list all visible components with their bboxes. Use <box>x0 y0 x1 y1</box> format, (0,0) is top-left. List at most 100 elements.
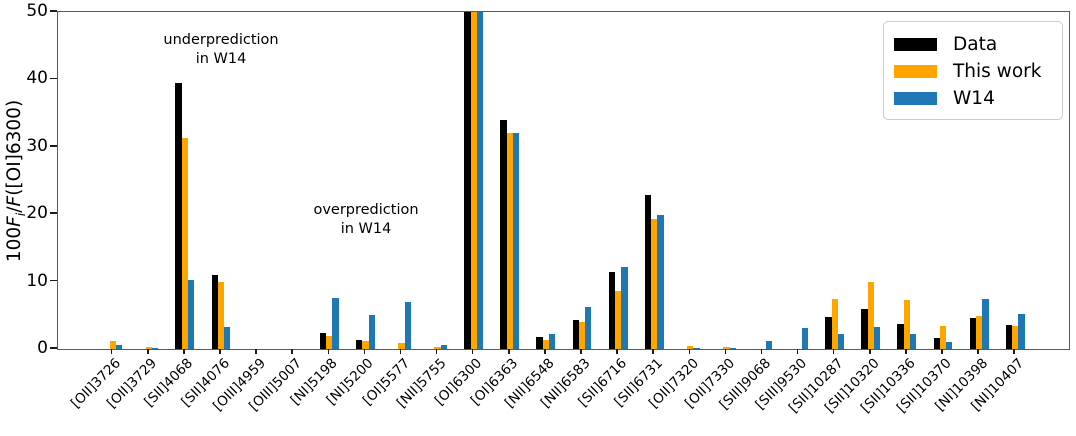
bar-this-work <box>217 281 225 349</box>
bar-w14 <box>224 326 231 349</box>
bar-w14 <box>657 214 664 349</box>
bar-this-work <box>362 340 369 349</box>
y-tick-label: 10 <box>26 270 48 291</box>
bar-data <box>861 308 868 349</box>
y-tick-mark <box>50 145 57 147</box>
x-tick-mark <box>688 349 691 354</box>
bar-this-work <box>831 299 838 349</box>
bar-w14 <box>873 327 881 349</box>
bar-w14 <box>115 345 123 349</box>
bar-this-work <box>723 346 730 349</box>
x-tick-mark <box>544 349 546 354</box>
y-tick-mark <box>50 212 57 214</box>
x-tick-mark <box>219 349 221 354</box>
y-tick-mark <box>50 77 57 80</box>
bar-w14 <box>621 267 628 349</box>
bar-this-work <box>434 346 441 349</box>
x-tick-mark <box>869 349 871 354</box>
bar-this-work <box>470 12 477 349</box>
bar-data <box>825 317 832 349</box>
legend-label: This work <box>953 61 1042 82</box>
bar-w14 <box>512 133 520 349</box>
x-tick-mark <box>796 349 799 354</box>
x-tick-mark <box>616 349 618 354</box>
bar-data <box>933 338 940 349</box>
bar-w14 <box>765 340 772 349</box>
bar-w14 <box>440 344 448 349</box>
y-tick-mark <box>50 279 57 282</box>
x-tick-mark <box>327 349 330 354</box>
bar-this-work <box>542 339 550 349</box>
bar-this-work <box>867 281 874 349</box>
x-tick-mark <box>508 349 510 354</box>
bar-data <box>608 271 615 349</box>
x-tick-mark <box>977 349 979 354</box>
bar-this-work <box>687 346 694 349</box>
x-tick-mark <box>724 349 727 354</box>
bar-data <box>1005 325 1013 349</box>
bar-w14 <box>585 306 592 349</box>
annotation-underprediction: underprediction in W14 <box>163 32 279 67</box>
bar-w14 <box>549 334 556 349</box>
legend-item-this-work: This work <box>894 58 1062 85</box>
bar-w14 <box>368 315 375 349</box>
bar-this-work <box>145 346 152 349</box>
legend-swatch <box>894 65 937 78</box>
legend-item-data: Data <box>894 31 1062 58</box>
bar-w14 <box>729 347 736 349</box>
bar-data <box>897 324 904 349</box>
y-axis-label: 100Fi/F([OI]6300) <box>4 99 28 263</box>
y-tick-label: 0 <box>37 338 48 358</box>
x-tick-mark <box>471 349 474 354</box>
bar-data <box>211 274 218 349</box>
x-tick-mark <box>435 349 438 354</box>
x-tick-mark <box>147 349 149 354</box>
x-tick-mark <box>363 349 366 354</box>
y-tick-label: 40 <box>26 68 48 89</box>
legend-item-w14: W14 <box>894 85 1062 112</box>
bar-w14 <box>1018 313 1025 349</box>
legend-swatch <box>894 92 937 105</box>
bar-this-work <box>975 315 983 349</box>
bar-data <box>355 340 363 349</box>
bar-this-work <box>109 340 116 349</box>
bar-w14 <box>693 347 700 349</box>
bar-this-work <box>326 335 333 349</box>
bar-w14 <box>476 12 484 349</box>
legend-swatch <box>894 38 937 51</box>
x-tick-mark <box>255 349 257 354</box>
x-tick-mark <box>941 349 943 354</box>
x-tick-mark <box>183 349 185 354</box>
bar-this-work <box>903 300 911 349</box>
bar-w14 <box>404 301 411 349</box>
bar-this-work <box>181 138 189 349</box>
bar-data <box>969 318 976 349</box>
y-tick-label: 20 <box>26 203 48 224</box>
annotation-overprediction: overprediction in W14 <box>313 202 419 237</box>
bar-this-work <box>1012 326 1019 349</box>
legend-label: W14 <box>953 88 995 109</box>
bar-w14 <box>837 333 845 349</box>
bar-w14 <box>910 333 917 349</box>
y-tick-label: 30 <box>26 135 48 156</box>
bar-this-work <box>651 218 658 349</box>
bar-w14 <box>982 299 989 349</box>
y-tick-mark <box>50 347 57 349</box>
x-tick-mark <box>905 349 907 354</box>
x-tick-mark <box>580 349 582 354</box>
bar-data <box>536 336 543 349</box>
y-tick-mark <box>50 10 57 12</box>
bar-data <box>644 194 652 349</box>
legend: Data This work W14 <box>883 21 1063 120</box>
x-tick-mark <box>399 349 402 354</box>
bar-data <box>500 119 507 349</box>
x-tick-mark <box>110 349 113 354</box>
bar-w14 <box>801 328 809 349</box>
bar-w14 <box>946 341 953 349</box>
bar-data <box>572 320 579 349</box>
x-tick-mark <box>832 349 835 354</box>
bar-w14 <box>332 298 339 349</box>
bar-data <box>319 332 327 349</box>
bar-w14 <box>151 347 159 349</box>
bar-this-work <box>506 133 513 349</box>
